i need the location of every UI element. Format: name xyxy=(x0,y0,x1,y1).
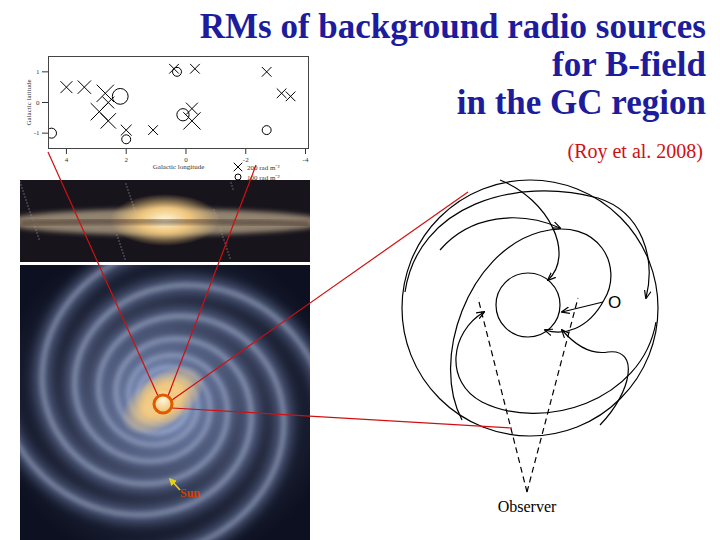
html-text:RMs of background radio source: RMs of background radio sources xyxy=(199,7,706,46)
svg-text:100 rad m⁻²: 100 rad m⁻² xyxy=(247,174,279,182)
svg-text:-4: -4 xyxy=(303,156,309,164)
svg-text:O: O xyxy=(608,293,621,312)
svg-text:Galactic longitude: Galactic longitude xyxy=(153,163,205,171)
html-text:in the GC region: in the GC region xyxy=(456,83,706,122)
svg-text:1: 1 xyxy=(36,68,40,76)
svg-text:-2: -2 xyxy=(242,156,249,165)
svg-text:Galactic latitude: Galactic latitude xyxy=(25,79,33,125)
svg-text:-1: -1 xyxy=(34,129,40,137)
html-text:for B-field: for B-field xyxy=(552,45,706,84)
svg-text:Observer: Observer xyxy=(498,498,557,515)
svg-text:0: 0 xyxy=(184,156,188,165)
svg-text:200 rad m⁻²: 200 rad m⁻² xyxy=(247,164,279,172)
svg-text:4: 4 xyxy=(65,156,69,164)
svg-text:0: 0 xyxy=(36,99,40,107)
svg-text:Sun: Sun xyxy=(180,486,200,500)
html-text:(Roy et al. 2008): (Roy et al. 2008) xyxy=(567,140,703,162)
svg-text:2: 2 xyxy=(124,156,128,164)
